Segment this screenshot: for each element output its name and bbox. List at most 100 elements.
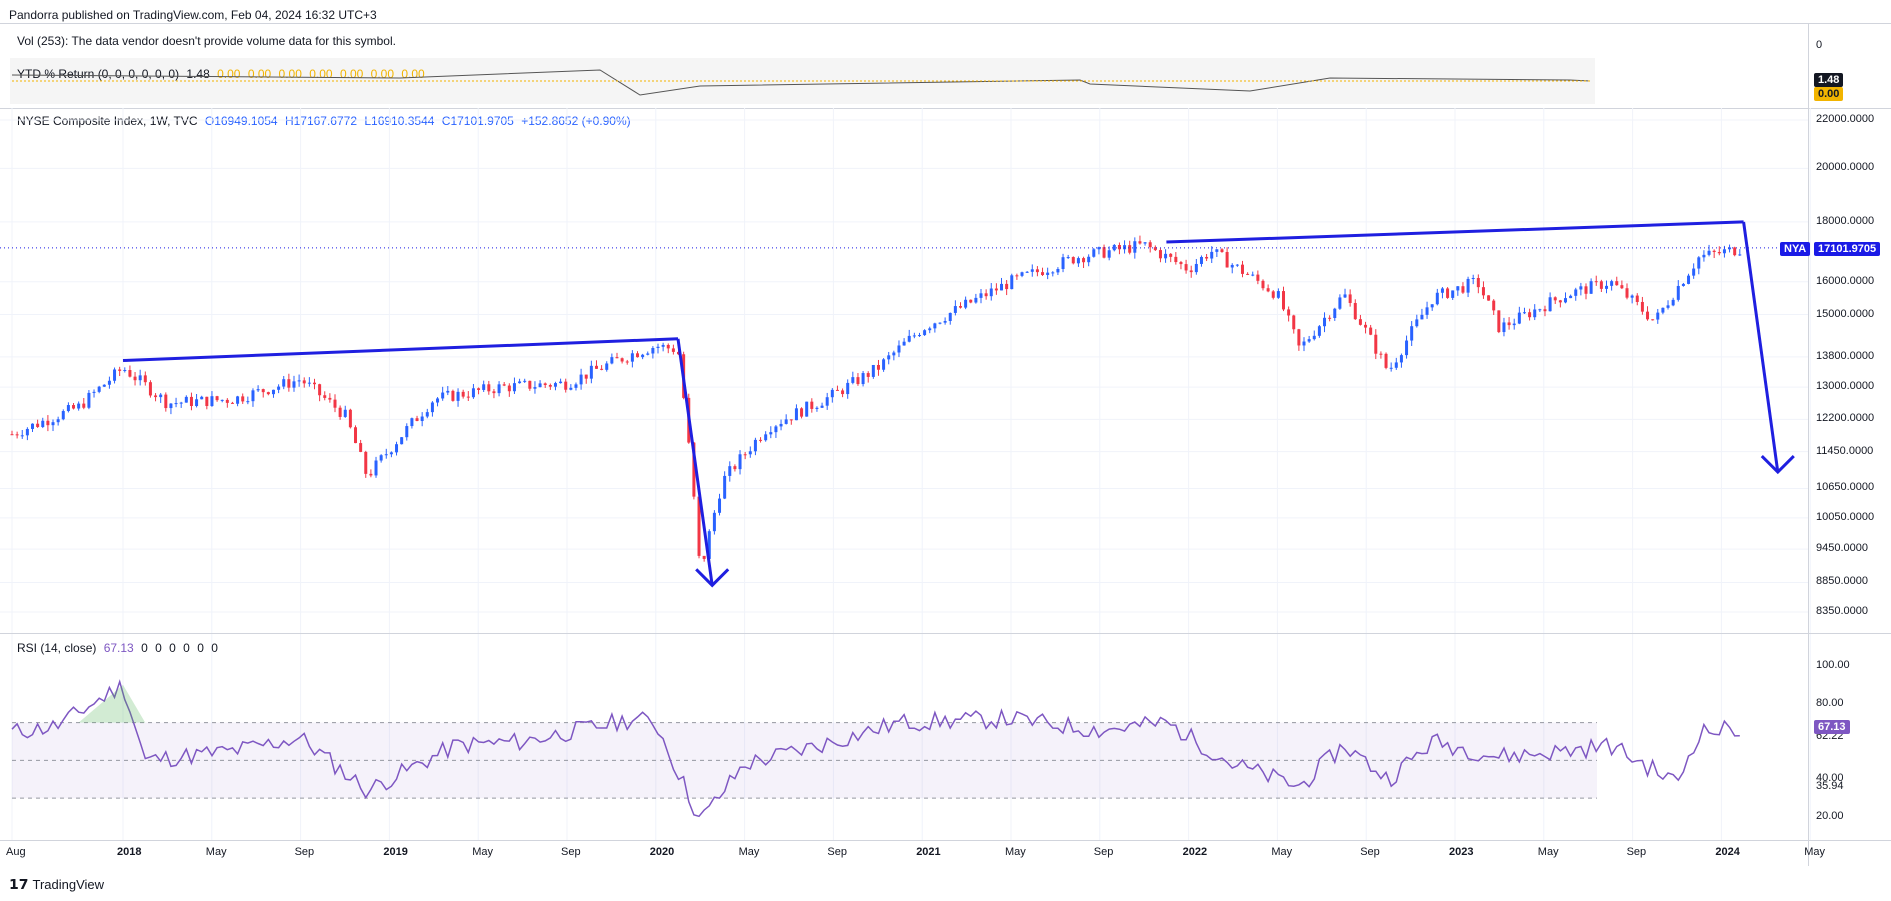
candle-body xyxy=(354,427,358,444)
candle-body xyxy=(774,426,778,433)
candle-body xyxy=(184,396,188,403)
candle-body xyxy=(518,381,522,384)
candle-body xyxy=(692,442,696,497)
candle-body xyxy=(1471,278,1475,280)
candle-body xyxy=(1738,254,1742,256)
candle-body xyxy=(20,435,24,437)
candle-body xyxy=(661,344,665,347)
candle-body xyxy=(271,389,275,395)
candle-body xyxy=(456,391,460,401)
candle-body xyxy=(1297,329,1301,346)
candle-body xyxy=(1722,249,1726,254)
ytd-zero: 0.00 xyxy=(247,67,272,81)
candle-body xyxy=(1487,295,1491,301)
candle-body xyxy=(179,402,183,404)
candle-body xyxy=(543,383,547,386)
candle-body xyxy=(1364,324,1368,328)
candle-body xyxy=(154,395,158,398)
candle-body xyxy=(1476,278,1480,288)
candle-body xyxy=(220,399,224,401)
candle-body xyxy=(471,388,475,398)
candle-body xyxy=(820,405,824,408)
candle-body xyxy=(538,383,542,388)
drawing-layer xyxy=(122,220,1795,588)
candle-body xyxy=(646,353,650,355)
candle-body xyxy=(1712,250,1716,253)
candle-body xyxy=(712,512,716,532)
candle-body xyxy=(1061,257,1065,269)
candle-body xyxy=(56,419,60,423)
candle-body xyxy=(415,418,419,422)
candle-body xyxy=(1353,302,1357,320)
candle-body xyxy=(1584,286,1588,294)
candle-body xyxy=(1128,245,1132,253)
candle-body xyxy=(143,375,147,383)
candle-body xyxy=(1046,272,1050,276)
candle-body xyxy=(1548,297,1552,312)
rsi-value: 67.13 xyxy=(103,641,134,655)
candle-body xyxy=(1179,262,1183,265)
candle-body xyxy=(1389,367,1393,369)
candle-body xyxy=(1076,258,1080,264)
candle-body xyxy=(410,418,414,427)
symbol-legend[interactable]: NYSE Composite Index, 1W, TVC O16949.105… xyxy=(17,114,631,128)
candle-body xyxy=(174,403,178,405)
candle-body xyxy=(107,380,111,385)
candle-body xyxy=(846,382,850,395)
candle-body xyxy=(794,408,798,421)
candle-body xyxy=(1605,285,1609,289)
time-axis-tick: 2019 xyxy=(383,846,408,858)
candle-body xyxy=(1579,286,1583,290)
rsi-title: RSI (14, close) xyxy=(17,641,97,655)
candle-body xyxy=(1035,269,1039,273)
candle-body xyxy=(369,473,373,476)
time-axis-tick: 2023 xyxy=(1449,846,1474,858)
volume-axis-value: 0 xyxy=(1816,39,1823,51)
candle-body xyxy=(451,390,455,401)
candle-body xyxy=(210,396,214,407)
candle-body xyxy=(1671,299,1675,306)
candle-body xyxy=(805,401,809,417)
candle-body xyxy=(984,293,988,297)
candle-body xyxy=(1492,300,1496,311)
candle-body xyxy=(1656,312,1660,320)
candle-body xyxy=(1066,257,1070,259)
candle-body xyxy=(1430,304,1434,308)
candle-body xyxy=(251,390,255,402)
price-axis-tick: 10650.0000 xyxy=(1816,481,1875,494)
candle-body xyxy=(1446,288,1450,298)
candle-body xyxy=(594,365,598,369)
candle-body xyxy=(1000,283,1004,291)
candle-body xyxy=(671,348,675,352)
candle-body xyxy=(528,380,532,389)
candle-body xyxy=(1358,319,1362,325)
candle-body xyxy=(287,379,291,388)
candle-body xyxy=(487,384,491,392)
ytd-title: YTD % Return (0, 0, 0, 0, 0, 0) xyxy=(17,67,180,81)
candle-body xyxy=(46,420,50,426)
rsi-axis-tick: 80.00 xyxy=(1816,696,1844,709)
candle-body xyxy=(1661,307,1665,313)
candle-body xyxy=(979,293,983,298)
grid-layer xyxy=(0,108,1811,840)
candle-body xyxy=(138,375,142,381)
ohlc-change: +152.8652 (+0.90%) xyxy=(521,114,631,128)
time-axis-tick: May xyxy=(1005,846,1026,858)
rsi-legend[interactable]: RSI (14, close) 67.13 0 0 0 0 0 0 xyxy=(17,641,218,655)
candle-body xyxy=(1594,281,1598,283)
candle-body xyxy=(738,454,742,470)
volume-label: Vol (253): The data vendor doesn't provi… xyxy=(17,34,396,48)
candle-body xyxy=(1287,309,1291,316)
candle-body xyxy=(72,405,76,409)
candle-body xyxy=(1620,285,1624,289)
candle-body xyxy=(507,385,511,392)
candle-body xyxy=(1323,317,1327,327)
candle-body xyxy=(1071,257,1075,264)
candle-body xyxy=(292,381,296,388)
rsi-overbought-fill xyxy=(78,684,146,723)
candle-body xyxy=(374,460,378,476)
candle-body xyxy=(553,383,557,387)
candle-body xyxy=(666,344,670,349)
rsi-axis-tick: 20.00 xyxy=(1816,810,1844,822)
